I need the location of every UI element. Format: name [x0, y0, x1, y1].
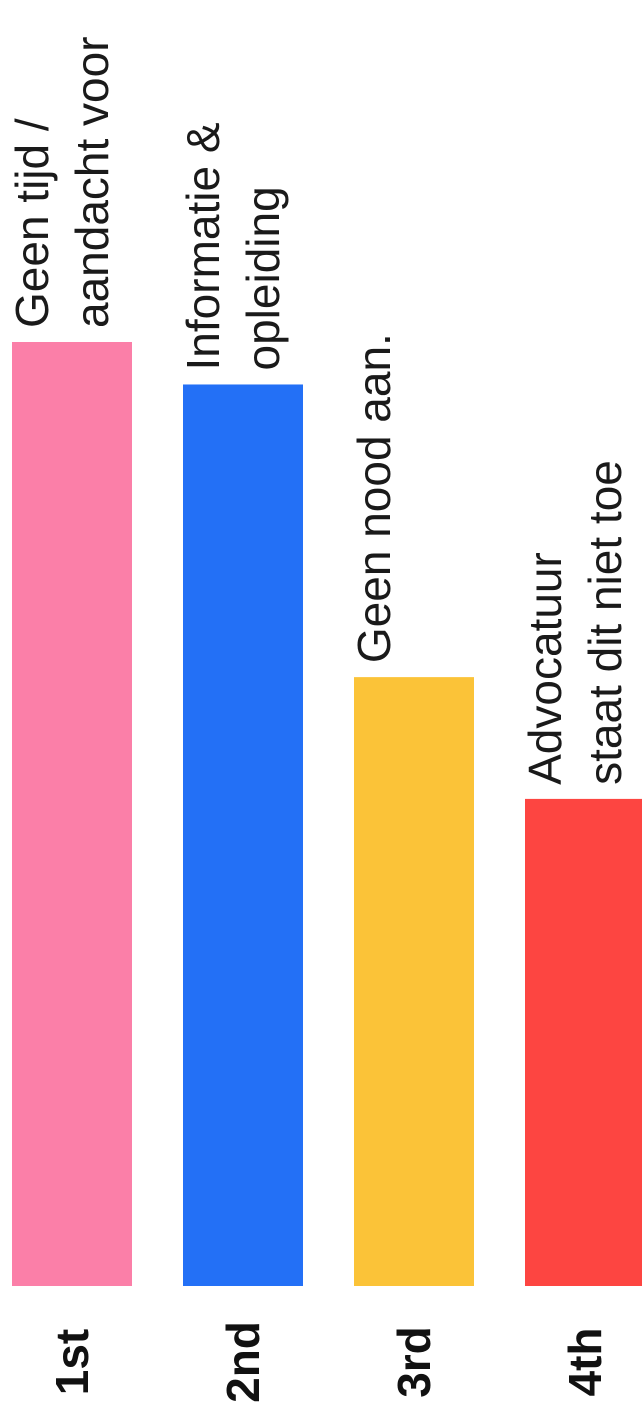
bar-label-line: staat dit niet toe	[579, 460, 631, 785]
bar-label-1st: Geen tijd / aandacht voor	[6, 36, 118, 328]
bar-labels-layer: Geen tijd / aandacht voor Informatie & ople…	[6, 36, 631, 784]
bar-label-line: Geen tijd /	[6, 118, 58, 328]
bar-4th	[525, 798, 642, 1286]
rank-labels-layer: 1st 2nd 3rd 4th	[46, 1321, 611, 1403]
bar-label-4th: Advocatuur staat dit niet toe	[519, 460, 631, 785]
rank-label-1st: 1st	[46, 1329, 98, 1395]
bar-label-line: aandacht voor	[66, 36, 118, 328]
bar-label-line: Geen nood aan.	[348, 333, 400, 663]
bar-label-line: opleiding	[237, 186, 289, 370]
bar-label-line: Advocatuur	[519, 552, 571, 785]
bar-2nd	[183, 384, 303, 1287]
rank-label-4th: 4th	[559, 1328, 611, 1397]
bar-label-2nd: Informatie & opleiding	[177, 122, 289, 370]
bar-3rd	[354, 677, 474, 1286]
bar-label-line: Informatie &	[177, 122, 229, 370]
rank-label-3rd: 3rd	[388, 1326, 440, 1398]
bar-label-3rd: Geen nood aan.	[348, 333, 400, 663]
bar-1st	[12, 342, 132, 1286]
bars-layer	[12, 342, 642, 1287]
rank-label-2nd: 2nd	[217, 1321, 269, 1403]
